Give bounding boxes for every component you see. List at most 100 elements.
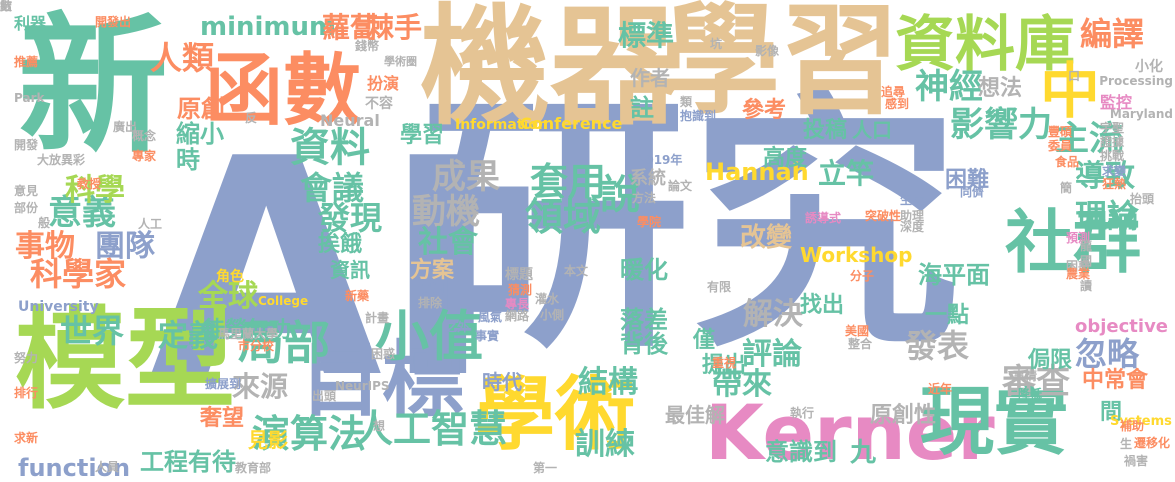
cloud-word: 找出 [800, 293, 845, 318]
cloud-word: Conference [520, 114, 623, 133]
cloud-word: 投稿 [803, 118, 848, 143]
cloud-word: 遷移化 [1134, 436, 1171, 450]
cloud-word: 數 [0, 0, 13, 13]
cloud-word: 中常會 [1082, 368, 1149, 393]
cloud-word: 世界 [60, 312, 125, 350]
cloud-word: 監控 [1100, 93, 1133, 112]
cloud-word: 動機 [412, 192, 480, 232]
cloud-word: 解決 [743, 297, 803, 332]
cloud-word: 新 [18, 0, 169, 174]
cloud-word: 宇聖 [1100, 121, 1125, 135]
cloud-word: 套用 [530, 160, 607, 204]
cloud-word: Processing [1099, 74, 1173, 88]
cloud-word: 近年 [928, 382, 953, 396]
cloud-word: 暖化 [620, 256, 668, 284]
cloud-word: 困惑 [1066, 259, 1091, 273]
cloud-word: 人員 [95, 460, 120, 474]
cloud-word: 抬頭 [1130, 192, 1155, 206]
cloud-word: 全球 [198, 279, 258, 314]
cloud-word: 方法 [632, 191, 657, 205]
cloud-word: 神經 [915, 67, 983, 107]
cloud-word: 計畫 [365, 311, 390, 325]
cloud-word: 背後 [620, 330, 668, 358]
cloud-word: 導致 [1075, 159, 1135, 194]
cloud-word: 農業 [1066, 267, 1091, 281]
cloud-word: 審查 [1002, 362, 1070, 402]
cloud-word: 結 [0, 0, 13, 13]
cloud-word: 九 [850, 438, 877, 468]
cloud-word: 小化 [1135, 59, 1163, 75]
cloud-word: 不容 [365, 96, 393, 112]
cloud-word: 分子 [850, 269, 875, 283]
cloud-word: 忽略 [1075, 335, 1140, 373]
cloud-word: 之外 [445, 320, 470, 334]
cloud-word: 說 [600, 172, 640, 218]
cloud-word: 專長 [505, 297, 530, 311]
cloud-word: 狂熱 [1102, 177, 1127, 191]
cloud-word: 機器 [420, 0, 681, 143]
cloud-word: 新藥 [345, 289, 370, 303]
cloud-word: 市分校 [238, 339, 275, 353]
cloud-word: 影響力 [950, 105, 1052, 145]
cloud-word: 科學 [65, 173, 125, 208]
cloud-word: 風氣 [478, 310, 503, 324]
cloud-word: 人工 [138, 217, 163, 231]
cloud-word: 有限 [707, 280, 732, 294]
cloud-word: 見影 [248, 428, 288, 452]
cloud-word: 註 [630, 94, 654, 122]
cloud-word: 挨餓 [318, 232, 363, 257]
cloud-word: 改變 [740, 223, 793, 253]
cloud-word: 侷限 [1028, 348, 1073, 373]
cloud-word: 模型 [15, 296, 235, 424]
cloud-word: 反 [245, 111, 258, 125]
cloud-word: 事實 [475, 329, 500, 343]
cloud-word: 學術圈 [384, 55, 417, 68]
cloud-word: 豐碩 [1048, 125, 1073, 139]
cloud-word: 開發出 [95, 15, 132, 29]
cloud-word: 提出 [702, 353, 747, 378]
cloud-word: 求新 [14, 431, 39, 445]
cloud-word: 工程 [140, 448, 188, 476]
cloud-word: 重視 [712, 356, 737, 370]
cloud-word: 坑 [710, 37, 723, 51]
cloud-word: 同儕 [960, 185, 985, 199]
cloud-word: 落差 [620, 306, 668, 334]
cloud-word: 論文 [668, 179, 693, 193]
cloud-word: 有待 [188, 448, 236, 476]
cloud-word: 帶來 [712, 367, 772, 402]
cloud-word: University [18, 299, 99, 315]
cloud-word: 深度 [900, 220, 925, 234]
cloud-word: 證據 [1100, 135, 1125, 149]
cloud-word: 目標 [300, 333, 465, 428]
cloud-word: 簡 [1060, 181, 1073, 195]
cloud-word: 中 [1040, 57, 1100, 127]
cloud-word: 排行 [14, 386, 39, 400]
cloud-word: 小值 [375, 305, 483, 368]
cloud-word: Neural [320, 111, 380, 130]
cloud-word: 科學家 [30, 255, 127, 293]
cloud-word: 誘導式 [805, 211, 842, 225]
cloud-word: 意義 [48, 193, 116, 233]
cloud-word: 蘿蔔 [322, 11, 379, 44]
cloud-word: 理論 [1075, 197, 1140, 235]
cloud-word: 社會 [418, 225, 478, 260]
cloud-word: 努力 [14, 351, 39, 365]
cloud-word: 人類 [150, 39, 215, 77]
cloud-word: 學術 [475, 368, 635, 461]
cloud-word: Maryland [1109, 107, 1173, 121]
cloud-word: 棘手 [366, 11, 423, 44]
cloud-word: 國 [1080, 254, 1093, 268]
cloud-word: 出頭 [312, 389, 337, 403]
cloud-word: Workshop [800, 243, 913, 267]
cloud-word: 灌水 [535, 292, 560, 306]
cloud-word: College [258, 294, 309, 308]
cloud-word: 來源 [232, 370, 289, 403]
cloud-word: 高度 [763, 146, 808, 171]
cloud-word: 2019年 [637, 153, 683, 167]
cloud-word: 教授 [77, 177, 102, 191]
cloud-word: 困難 [945, 168, 990, 193]
cloud-word: 社群 [1005, 204, 1142, 283]
cloud-word: 委員 [1048, 139, 1073, 153]
cloud-word: 編譯 [1080, 15, 1145, 53]
cloud-word: 間 [1100, 400, 1123, 425]
